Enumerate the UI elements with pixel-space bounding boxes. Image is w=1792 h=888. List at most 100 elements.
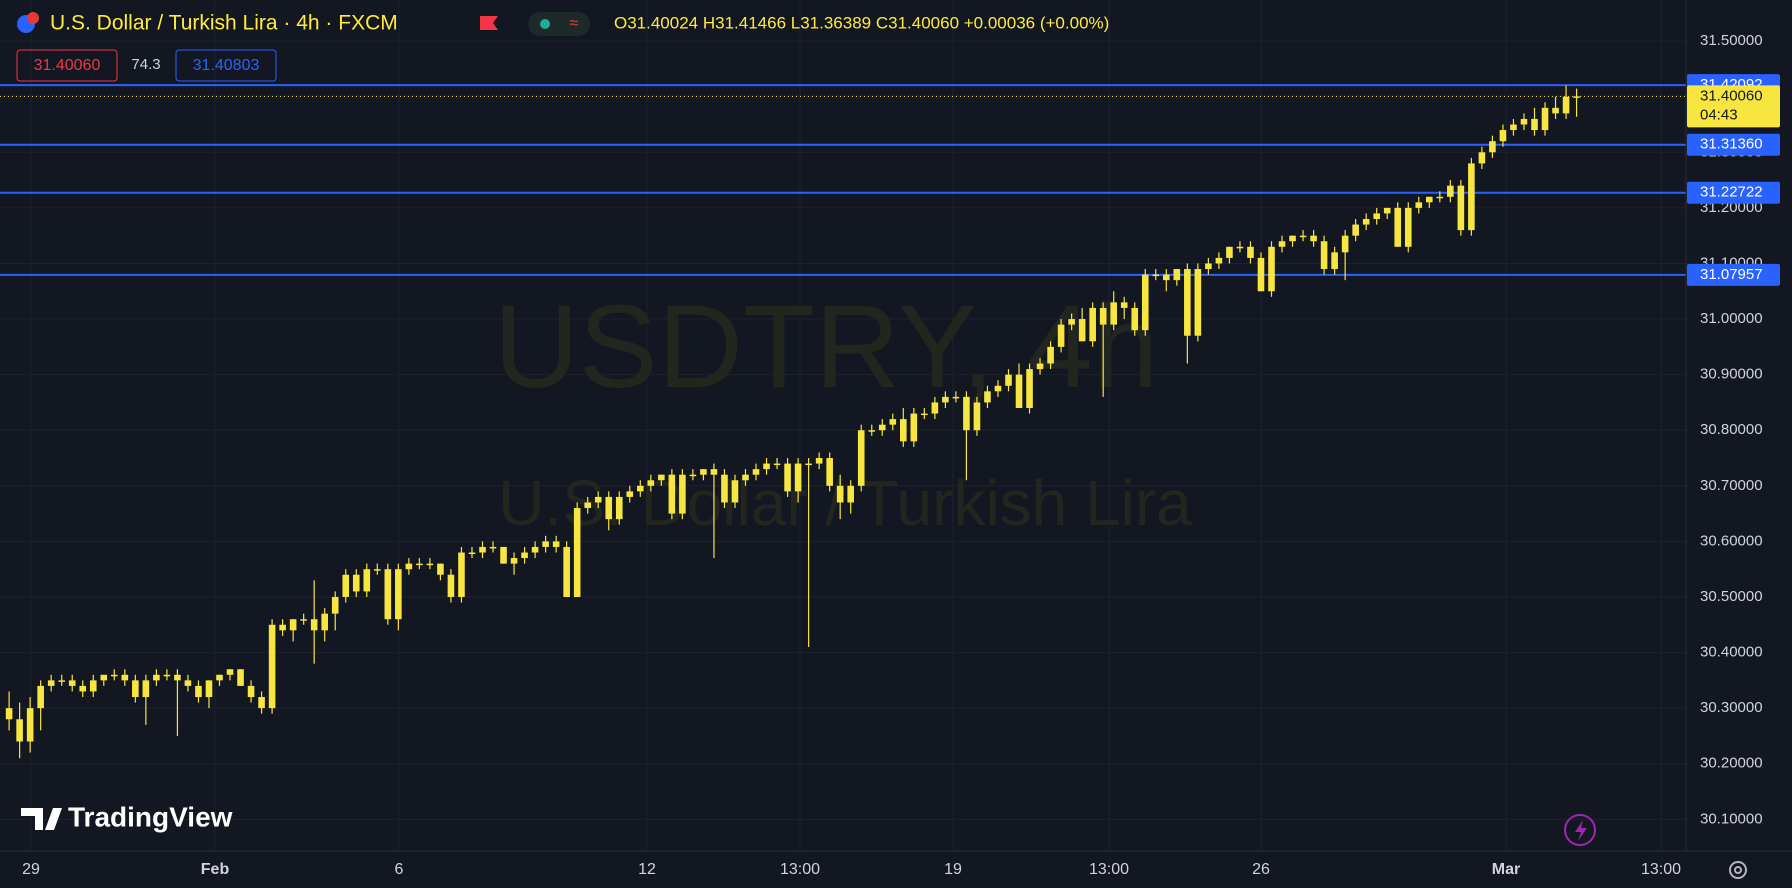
candle-body [1404, 207, 1412, 247]
candle-body [1278, 241, 1286, 247]
level-label: 31.07957 [1700, 266, 1763, 283]
candle-body [963, 396, 970, 431]
candle-body [16, 719, 23, 742]
candle-body [153, 674, 160, 681]
y-tick-label: 30.50000 [1700, 588, 1763, 605]
candle-body [584, 502, 591, 509]
candle-body [1310, 235, 1317, 242]
candle-body [458, 552, 465, 597]
candle-body [289, 619, 297, 631]
level-label: 31.22722 [1700, 184, 1763, 201]
candle-body [395, 569, 402, 620]
candle-body [1331, 252, 1338, 270]
candle-body [994, 385, 1002, 392]
x-tick-label: 19 [944, 861, 962, 878]
candle-body [437, 563, 444, 575]
bid-box[interactable] [16, 49, 118, 82]
candle-body [700, 469, 707, 475]
candle-body [47, 680, 55, 686]
candle-body [615, 496, 623, 520]
candle-body [142, 680, 150, 698]
candle-body [121, 674, 129, 681]
candle-body [710, 469, 718, 475]
plot [0, 84, 1686, 759]
candle-body [237, 669, 244, 686]
candle-body [773, 463, 781, 466]
candle-body [836, 485, 844, 503]
candle-body [531, 546, 539, 553]
level-label-box [1687, 133, 1780, 156]
candle-body [784, 463, 791, 492]
toggle-dot [540, 19, 550, 29]
candle-body [1141, 274, 1149, 331]
y-tick-label: 31.50000 [1700, 32, 1763, 49]
ask-box[interactable] [175, 49, 277, 82]
candle-body [5, 708, 13, 720]
candle-body [626, 491, 634, 497]
candle-body [1036, 363, 1044, 370]
candle-body [942, 396, 949, 403]
candle-body [984, 391, 991, 403]
candle-body [1099, 307, 1107, 325]
x-tick-label: Mar [1492, 861, 1520, 878]
candle-body [1415, 202, 1423, 208]
candle-body [1131, 307, 1139, 331]
candle-body [1541, 107, 1549, 131]
candle-body [1447, 185, 1454, 197]
candle-body [668, 474, 676, 514]
countdown: 04:43 [1700, 106, 1738, 123]
candle-body [216, 674, 223, 681]
logo-text[interactable]: TradingView [68, 801, 233, 832]
candle-body [279, 624, 286, 631]
y-tick-label: 30.10000 [1700, 810, 1763, 827]
candle-body [1341, 235, 1349, 253]
ask-price[interactable]: 31.40803 [193, 57, 260, 74]
candle-body [447, 574, 455, 597]
symbol-title[interactable]: U.S. Dollar / Turkish Lira · 4h · FXCM [50, 12, 398, 35]
x-tick-label: 13:00 [1089, 861, 1129, 878]
lightning-button[interactable] [1564, 814, 1596, 846]
candle-body [132, 680, 139, 698]
flag-marker[interactable] [480, 16, 498, 30]
candle-body [1026, 369, 1033, 408]
candle-body [1436, 196, 1444, 199]
candle-body [1047, 346, 1054, 364]
candle-body [1562, 96, 1570, 114]
candle-body [1005, 374, 1012, 386]
candle-body [352, 574, 360, 592]
candle-body [405, 563, 413, 570]
candle-body [374, 569, 381, 571]
candle-body [1552, 107, 1559, 114]
candle-body [1520, 118, 1528, 125]
candle-body [742, 474, 749, 481]
candle-body [679, 474, 686, 514]
candle-body [268, 624, 276, 709]
candle-body [1015, 374, 1023, 408]
candle-body [174, 674, 181, 681]
candle-body [342, 574, 350, 597]
candle-body [542, 541, 549, 547]
candle-body [310, 619, 318, 631]
y-tick-label: 30.40000 [1700, 644, 1763, 661]
candle-body [1489, 141, 1496, 153]
last-price-box [1687, 85, 1780, 128]
bid-price[interactable]: 31.40060 [34, 57, 101, 74]
candle-body [921, 413, 928, 416]
candle-body [563, 546, 570, 597]
candle-body [258, 697, 265, 709]
watermark-description: U.S. Dollar / Turkish Lira [498, 467, 1192, 539]
candle-body [1289, 235, 1296, 242]
y-tick-label: 30.70000 [1700, 477, 1763, 494]
flag-icon-secondary [27, 12, 39, 24]
candle-body [1352, 224, 1359, 236]
settings-icon [1734, 866, 1742, 874]
candle-body [1120, 302, 1128, 308]
candle-body [826, 458, 833, 486]
candle-body [1383, 207, 1391, 214]
spread: 74.3 [131, 56, 160, 73]
candle-body [79, 685, 87, 692]
settings-button[interactable] [1729, 861, 1747, 879]
toggle[interactable] [528, 12, 590, 36]
candle-body [1468, 163, 1475, 231]
candle-body [321, 613, 328, 631]
